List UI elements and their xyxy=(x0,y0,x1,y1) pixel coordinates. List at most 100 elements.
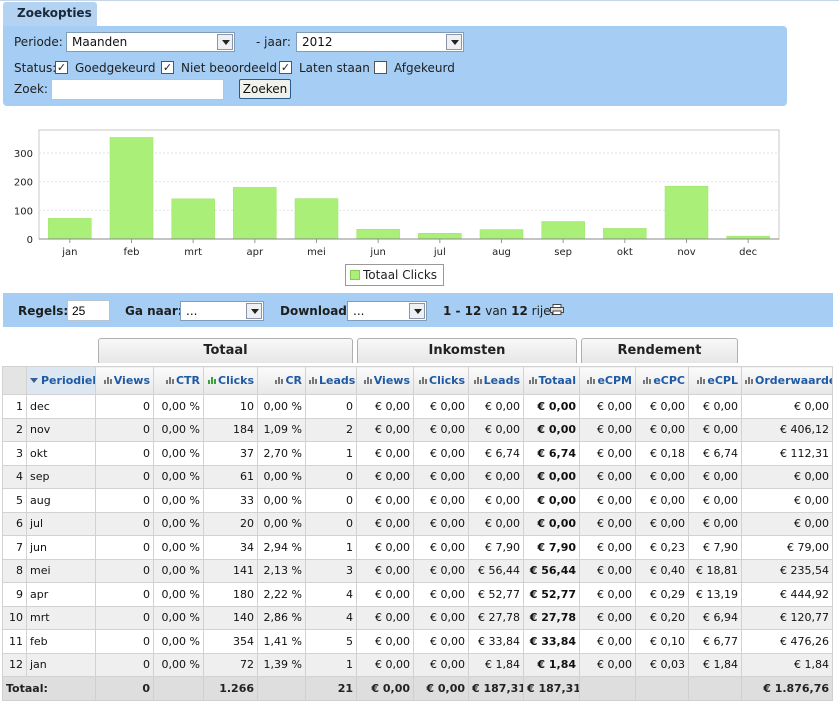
chevron-down-icon[interactable] xyxy=(409,303,425,319)
status-checkbox-niet-beoordeeld[interactable]: ✓ xyxy=(161,61,174,74)
header-ecpc[interactable]: eCPC xyxy=(635,366,689,395)
cell-orderwaarde: € 235,54 xyxy=(741,558,833,583)
header-label: eCPL xyxy=(707,374,738,387)
header-ecpl[interactable]: eCPL xyxy=(688,366,742,395)
table-row: 7 jun 0 0,00 % 34 2,94 % 1 € 0,00 € 0,00 € 7,90 € … xyxy=(2,535,833,560)
header-label: CTR xyxy=(175,374,200,387)
cell-ink-totaal: € 0,00 xyxy=(523,394,580,419)
chevron-down-icon[interactable] xyxy=(246,303,262,319)
chevron-down-icon[interactable] xyxy=(446,34,462,50)
total-cell: 0 xyxy=(95,676,154,701)
chevron-down-icon[interactable] xyxy=(217,34,233,50)
cell-ecpl: € 18,81 xyxy=(688,558,742,583)
cell-periodiek: feb xyxy=(26,629,96,654)
chart-icon[interactable] xyxy=(745,376,753,384)
header-leads[interactable]: Leads xyxy=(305,366,357,395)
legend-label: Totaal Clicks xyxy=(363,268,438,282)
chart-icon[interactable] xyxy=(363,376,372,384)
header-ecpm[interactable]: eCPM xyxy=(579,366,636,395)
download-select[interactable]: ... xyxy=(347,301,427,321)
header-periodiek[interactable]: Periodiek xyxy=(26,366,96,395)
chart-icon[interactable] xyxy=(528,376,537,384)
header-ink-views[interactable]: Views xyxy=(356,366,414,395)
cell-rownum: 12 xyxy=(2,652,27,677)
header-ink-leads[interactable]: Leads xyxy=(468,366,524,395)
header-ink-clicks[interactable]: Clicks xyxy=(413,366,469,395)
cell-leads: 0 xyxy=(305,394,357,419)
cell-ctr: 0,00 % xyxy=(153,464,204,489)
chart-icon[interactable] xyxy=(309,376,317,384)
cell-cr: 1,09 % xyxy=(257,417,306,442)
active-chart-icon[interactable] xyxy=(208,376,216,384)
regels-input[interactable] xyxy=(67,300,110,321)
stats-table: Periodiek Views CTR Clicks CR Leads Views Click… xyxy=(2,366,833,701)
chart-icon[interactable] xyxy=(103,376,112,384)
cell-ecpl: € 6,77 xyxy=(688,629,742,654)
pager-range: 1 - 12 xyxy=(443,304,482,318)
pager-total: 12 xyxy=(511,304,528,318)
header-ink-totaal[interactable]: Totaal xyxy=(523,366,580,395)
ganaar-select[interactable]: ... xyxy=(180,301,264,321)
cell-leads: 2 xyxy=(305,417,357,442)
zoeken-button[interactable]: Zoeken xyxy=(239,79,291,99)
zoek-input[interactable] xyxy=(51,79,224,100)
cell-ecpm: € 0,00 xyxy=(579,417,636,442)
header-ctr[interactable]: CTR xyxy=(153,366,204,395)
status-checkbox-laten-staan[interactable]: ✓ xyxy=(279,61,292,74)
cell-clicks: 184 xyxy=(203,417,258,442)
download-label: Download: xyxy=(280,304,352,318)
cell-periodiek: aug xyxy=(26,488,96,513)
cell-views: 0 xyxy=(95,511,154,536)
cell-rownum: 10 xyxy=(2,605,27,630)
x-tick-label: jun xyxy=(369,247,385,258)
chart-icon[interactable] xyxy=(697,376,706,384)
chart-icon[interactable] xyxy=(275,376,284,384)
header-label: Orderwaarde xyxy=(755,374,833,387)
chart-icon[interactable] xyxy=(419,376,427,384)
cell-ink-totaal: € 0,00 xyxy=(523,464,580,489)
totals-label: Totaal: xyxy=(2,676,96,701)
cell-ecpc: € 0,29 xyxy=(635,582,689,607)
cell-ecpl: € 6,94 xyxy=(688,605,742,630)
cell-ecpm: € 0,00 xyxy=(579,394,636,419)
cell-ink-clicks: € 0,00 xyxy=(413,511,469,536)
bar-okt xyxy=(603,228,647,240)
total-cell: € 1.876,76 xyxy=(741,676,833,701)
table-row: 9 apr 0 0,00 % 180 2,22 % 4 € 0,00 € 0,00 € 52,77… xyxy=(2,582,833,607)
header-views[interactable]: Views xyxy=(95,366,154,395)
cell-ink-leads: € 27,78 xyxy=(468,605,524,630)
cell-clicks: 34 xyxy=(203,535,258,560)
x-tick-label: dec xyxy=(739,247,757,258)
chart-icon[interactable] xyxy=(165,376,174,384)
header-orderwaarde[interactable]: Orderwaarde xyxy=(741,366,833,395)
printer-icon[interactable] xyxy=(550,304,564,315)
cell-clicks: 180 xyxy=(203,582,258,607)
cell-ctr: 0,00 % xyxy=(153,488,204,513)
chart-icon[interactable] xyxy=(643,376,652,384)
cell-ecpl: € 0,00 xyxy=(688,417,742,442)
table-row: 5 aug 0 0,00 % 33 0,00 % 0 € 0,00 € 0,00 € 0,00 € … xyxy=(2,488,833,513)
status-checkbox-goedgekeurd[interactable]: ✓ xyxy=(55,61,68,74)
chart-icon[interactable] xyxy=(473,376,482,384)
chart-icon[interactable] xyxy=(587,376,596,384)
cell-orderwaarde: € 0,00 xyxy=(741,488,833,513)
cell-ink-views: € 0,00 xyxy=(356,629,414,654)
cell-ink-totaal: € 56,44 xyxy=(523,558,580,583)
bar-sep xyxy=(541,221,585,240)
table-row: 4 sep 0 0,00 % 61 0,00 % 0 € 0,00 € 0,00 € 0,00 € … xyxy=(2,464,833,489)
periode-select[interactable]: Maanden xyxy=(66,32,235,52)
cell-ink-clicks: € 0,00 xyxy=(413,652,469,677)
cell-ink-totaal: € 0,00 xyxy=(523,511,580,536)
jaar-select[interactable]: 2012 xyxy=(296,32,464,52)
bar-feb xyxy=(109,137,154,240)
header-label: CR xyxy=(285,374,302,387)
tab-zoekopties[interactable]: Zoekopties xyxy=(3,2,97,26)
status-checkbox-afgekeurd[interactable] xyxy=(374,61,387,74)
cell-ecpl: € 13,19 xyxy=(688,582,742,607)
header-label: eCPC xyxy=(653,374,685,387)
bar-apr xyxy=(233,187,277,240)
cell-leads: 1 xyxy=(305,535,357,560)
header-clicks[interactable]: Clicks xyxy=(203,366,258,395)
header-cr[interactable]: CR xyxy=(257,366,306,395)
y-tick-label: 100 xyxy=(14,206,33,217)
